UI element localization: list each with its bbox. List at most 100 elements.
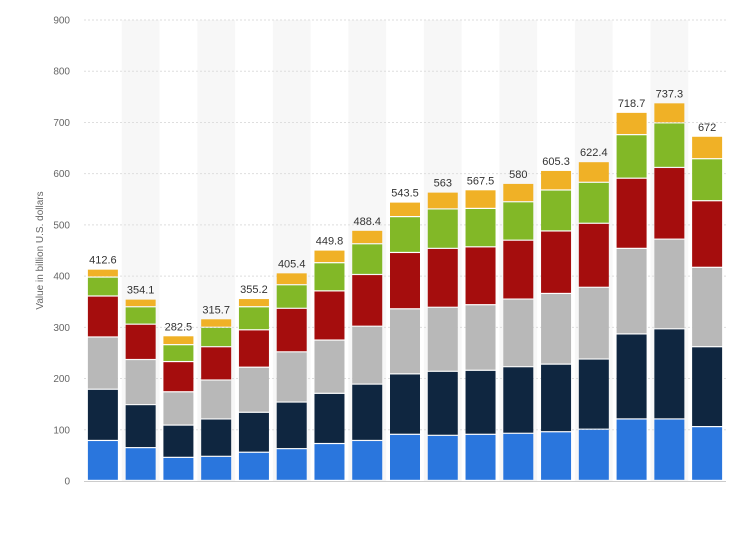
bar-segment[interactable]: [654, 239, 685, 329]
bar-segment[interactable]: [125, 324, 156, 359]
bar-segment[interactable]: [465, 190, 496, 208]
bar-segment[interactable]: [427, 209, 458, 248]
bar-segment[interactable]: [427, 248, 458, 307]
bar-segment[interactable]: [87, 277, 118, 296]
bar-segment[interactable]: [503, 202, 534, 240]
bar-segment[interactable]: [503, 299, 534, 367]
bar-segment[interactable]: [87, 269, 118, 277]
bar-segment[interactable]: [390, 217, 420, 252]
bar-segment[interactable]: [87, 441, 118, 480]
bar-segment[interactable]: [541, 294, 572, 364]
bar-segment[interactable]: [352, 244, 383, 274]
bar-segment[interactable]: [541, 190, 572, 231]
bar-segment[interactable]: [238, 367, 269, 412]
bar-segment[interactable]: [201, 380, 232, 419]
bar-segment[interactable]: [201, 347, 232, 380]
bar-segment[interactable]: [578, 429, 609, 480]
bar-segment[interactable]: [654, 329, 685, 419]
bar-segment[interactable]: [465, 247, 496, 305]
bar-segment[interactable]: [238, 299, 269, 307]
bar-segment[interactable]: [163, 362, 194, 392]
bar-segment[interactable]: [654, 168, 685, 239]
bar-segment[interactable]: [276, 352, 307, 402]
bar-segment[interactable]: [541, 170, 572, 190]
bar-segment[interactable]: [201, 419, 232, 456]
bar-segment[interactable]: [578, 182, 609, 223]
bar-segment[interactable]: [390, 309, 420, 374]
bar-segment[interactable]: [238, 307, 269, 330]
bar-segment[interactable]: [541, 432, 572, 480]
bar-segment[interactable]: [314, 250, 345, 263]
bar-segment[interactable]: [352, 326, 383, 384]
bar-segment[interactable]: [125, 448, 156, 480]
bar-segment[interactable]: [201, 456, 232, 480]
bar-segment[interactable]: [314, 340, 345, 393]
bar-segment[interactable]: [616, 334, 647, 419]
bar-segment[interactable]: [616, 112, 647, 135]
bar-segment[interactable]: [503, 433, 534, 480]
bar-segment[interactable]: [390, 374, 420, 434]
bar-segment[interactable]: [465, 370, 496, 434]
bar-segment[interactable]: [427, 435, 458, 480]
bar-segment[interactable]: [390, 253, 420, 309]
bar-segment[interactable]: [390, 434, 420, 480]
bar-segment[interactable]: [692, 136, 723, 159]
bar-segment[interactable]: [87, 296, 118, 337]
bar-segment[interactable]: [578, 359, 609, 429]
bar-segment[interactable]: [125, 360, 156, 404]
bar-segment[interactable]: [503, 367, 534, 433]
bar-segment[interactable]: [692, 427, 723, 480]
bar-segment[interactable]: [163, 457, 194, 480]
bar-segment[interactable]: [616, 248, 647, 334]
bar-segment[interactable]: [427, 371, 458, 435]
bar-segment[interactable]: [654, 123, 685, 167]
bar-segment[interactable]: [87, 337, 118, 389]
bar-segment[interactable]: [238, 452, 269, 480]
bar-segment[interactable]: [314, 263, 345, 291]
bar-segment[interactable]: [163, 392, 194, 425]
bar-segment[interactable]: [125, 307, 156, 324]
bar-segment[interactable]: [201, 319, 232, 327]
bar-segment[interactable]: [578, 162, 609, 182]
bar-segment[interactable]: [276, 449, 307, 480]
bar-segment[interactable]: [616, 178, 647, 248]
bar-segment[interactable]: [578, 223, 609, 287]
bar-segment[interactable]: [427, 307, 458, 371]
bar-segment[interactable]: [276, 402, 307, 449]
bar-segment[interactable]: [465, 209, 496, 247]
bar-segment[interactable]: [692, 201, 723, 267]
bar-segment[interactable]: [616, 135, 647, 178]
bar-segment[interactable]: [87, 389, 118, 440]
bar-segment[interactable]: [238, 330, 269, 367]
bar-segment[interactable]: [465, 434, 496, 480]
bar-segment[interactable]: [692, 347, 723, 427]
bar-segment[interactable]: [276, 308, 307, 352]
bar-segment[interactable]: [352, 275, 383, 326]
bar-segment[interactable]: [314, 291, 345, 340]
bar-segment[interactable]: [503, 183, 534, 202]
bar-segment[interactable]: [125, 299, 156, 307]
bar-segment[interactable]: [314, 444, 345, 480]
bar-segment[interactable]: [503, 240, 534, 299]
bar-segment[interactable]: [692, 267, 723, 347]
bar-segment[interactable]: [163, 336, 194, 345]
bar-segment[interactable]: [201, 327, 232, 347]
bar-segment[interactable]: [125, 405, 156, 448]
bar-segment[interactable]: [238, 412, 269, 452]
bar-segment[interactable]: [541, 364, 572, 432]
bar-segment[interactable]: [352, 441, 383, 480]
bar-segment[interactable]: [578, 287, 609, 359]
bar-segment[interactable]: [276, 273, 307, 285]
bar-segment[interactable]: [541, 231, 572, 293]
bar-segment[interactable]: [352, 230, 383, 244]
bar-segment[interactable]: [163, 425, 194, 457]
bar-segment[interactable]: [616, 419, 647, 480]
bar-segment[interactable]: [352, 384, 383, 440]
bar-segment[interactable]: [427, 192, 458, 209]
bar-segment[interactable]: [654, 419, 685, 480]
bar-segment[interactable]: [654, 103, 685, 123]
bar-segment[interactable]: [390, 202, 420, 217]
bar-segment[interactable]: [314, 393, 345, 443]
bar-segment[interactable]: [276, 285, 307, 308]
bar-segment[interactable]: [465, 305, 496, 370]
